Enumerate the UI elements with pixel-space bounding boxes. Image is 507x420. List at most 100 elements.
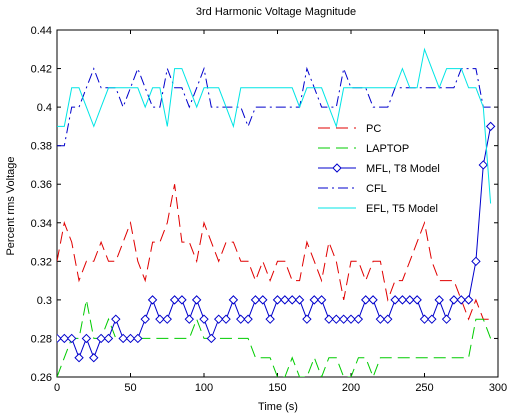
x-tick-label: 250 bbox=[415, 382, 433, 394]
data-point bbox=[338, 314, 349, 324]
legend-marker bbox=[332, 163, 342, 173]
data-point bbox=[346, 314, 356, 324]
data-point bbox=[59, 333, 70, 344]
x-tick-label: 300 bbox=[489, 382, 507, 394]
data-point bbox=[162, 314, 172, 324]
series-line-efl-t5-model bbox=[57, 47, 492, 204]
data-point bbox=[191, 295, 202, 305]
data-point bbox=[184, 314, 195, 324]
data-point bbox=[405, 295, 415, 305]
data-point bbox=[434, 295, 444, 305]
data-point bbox=[206, 333, 217, 344]
data-point bbox=[280, 295, 290, 305]
legend-label: EFL, T5 Model bbox=[366, 203, 438, 215]
y-tick-label: 0.28 bbox=[31, 333, 52, 345]
data-point bbox=[331, 314, 342, 324]
legend: PC LAPTOP MFL, T8 Model CFL EFL, T5 Model bbox=[318, 123, 440, 215]
x-tick-label: 100 bbox=[195, 382, 213, 394]
x-tick-label: 50 bbox=[124, 382, 136, 394]
data-point bbox=[258, 295, 268, 305]
data-point bbox=[236, 314, 246, 324]
data-point bbox=[96, 333, 106, 344]
data-point bbox=[250, 295, 261, 305]
data-point bbox=[147, 295, 158, 305]
legend-label: MFL, T8 Model bbox=[366, 163, 440, 175]
data-point bbox=[111, 314, 121, 324]
legend-label: PC bbox=[366, 123, 381, 135]
y-tick-label: 0.42 bbox=[31, 64, 52, 76]
data-point bbox=[383, 314, 393, 324]
y-tick-label: 0.26 bbox=[31, 372, 52, 384]
series-layer bbox=[57, 47, 496, 377]
data-point bbox=[140, 314, 150, 324]
data-point bbox=[471, 256, 481, 267]
data-point bbox=[81, 333, 92, 344]
data-point bbox=[177, 295, 187, 305]
legend-item: EFL, T5 Model bbox=[318, 203, 438, 215]
data-point bbox=[375, 314, 386, 324]
series-line-pc bbox=[57, 184, 491, 321]
data-point bbox=[228, 295, 239, 305]
data-point bbox=[272, 295, 283, 305]
data-point bbox=[199, 314, 209, 324]
y-tick-label: 0.34 bbox=[31, 218, 52, 230]
series-line-cfl bbox=[57, 66, 491, 147]
data-point bbox=[324, 314, 334, 324]
data-point bbox=[449, 295, 459, 305]
data-point bbox=[213, 314, 224, 324]
series-efl-t5-model bbox=[57, 47, 492, 204]
data-point bbox=[74, 353, 84, 363]
x-axis-label: Time (s) bbox=[258, 401, 298, 413]
x-tick-label: 0 bbox=[54, 382, 60, 394]
data-point bbox=[103, 333, 114, 344]
data-point bbox=[353, 314, 364, 324]
data-point bbox=[419, 314, 430, 324]
data-point bbox=[360, 295, 371, 305]
legend-label: CFL bbox=[366, 183, 387, 195]
y-tick-label: 0.3 bbox=[37, 295, 52, 307]
data-point bbox=[456, 295, 466, 305]
data-point bbox=[243, 314, 253, 324]
y-axis-label: Percent rms Voltage bbox=[5, 156, 17, 255]
legend-item: MFL, T8 Model bbox=[318, 163, 440, 175]
y-tick-label: 0.44 bbox=[31, 25, 52, 37]
series-pc bbox=[57, 184, 491, 321]
series-mfl-t8-model bbox=[57, 121, 496, 363]
data-point bbox=[169, 295, 180, 305]
data-point bbox=[294, 295, 305, 305]
data-point bbox=[478, 160, 489, 170]
data-point bbox=[441, 314, 452, 324]
y-tick-label: 0.36 bbox=[31, 179, 52, 191]
data-point bbox=[57, 333, 62, 344]
data-point bbox=[316, 295, 327, 305]
y-tick-label: 0.38 bbox=[31, 141, 52, 153]
data-point bbox=[265, 314, 275, 324]
legend-item: CFL bbox=[318, 183, 387, 195]
x-axis: 0 50 100 150 200 250 300 bbox=[54, 30, 507, 394]
data-point bbox=[133, 333, 143, 344]
data-point bbox=[302, 314, 312, 324]
data-point bbox=[118, 333, 128, 344]
series-cfl bbox=[57, 66, 491, 147]
data-point bbox=[412, 295, 422, 305]
data-point bbox=[309, 295, 319, 305]
legend-item: PC bbox=[318, 123, 381, 135]
y-axis: 0.26 0.28 0.3 0.32 0.34 0.36 0.38 0.4 0.42 0.44 bbox=[31, 25, 498, 384]
data-point bbox=[397, 295, 408, 305]
data-point bbox=[390, 295, 400, 305]
x-tick-label: 150 bbox=[268, 382, 286, 394]
legend-label: LAPTOP bbox=[366, 143, 409, 155]
data-point bbox=[485, 121, 496, 132]
data-point bbox=[155, 314, 165, 324]
data-point bbox=[221, 314, 231, 324]
y-tick-label: 0.4 bbox=[37, 102, 52, 114]
data-point bbox=[125, 333, 136, 344]
y-tick-label: 0.32 bbox=[31, 256, 52, 268]
legend-item: LAPTOP bbox=[318, 143, 409, 155]
data-point bbox=[287, 295, 297, 305]
data-point bbox=[368, 295, 378, 305]
x-tick-label: 200 bbox=[342, 382, 360, 394]
data-point bbox=[427, 314, 437, 324]
